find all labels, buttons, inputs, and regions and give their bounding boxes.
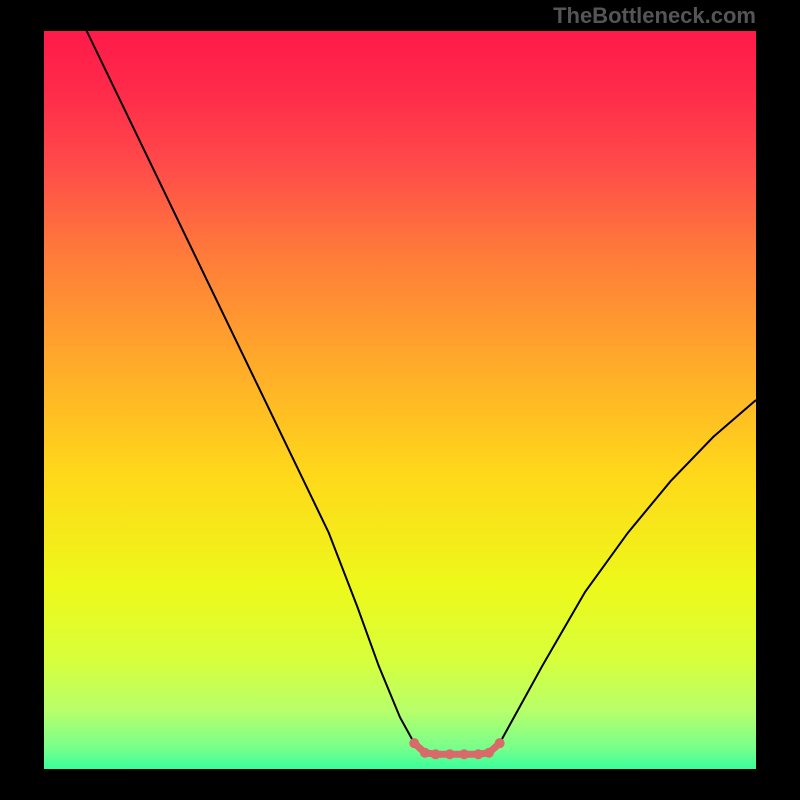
watermark-text: TheBottleneck.com	[553, 3, 756, 29]
chart-svg	[0, 0, 800, 800]
bottleneck-chart: TheBottleneck.com	[0, 0, 800, 800]
